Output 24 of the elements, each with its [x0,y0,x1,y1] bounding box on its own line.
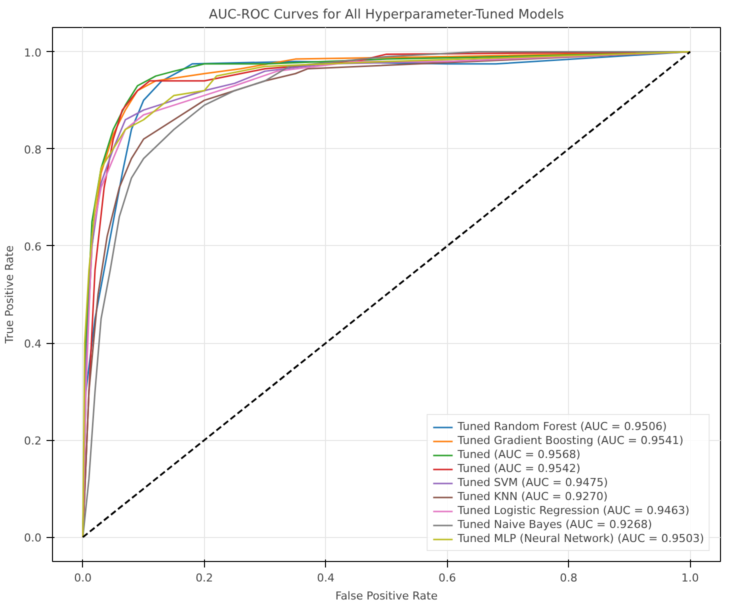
chart-title: AUC-ROC Curves for All Hyperparameter-Tuned Models [208,8,564,22]
x-tick-label: 0.2 [196,572,214,584]
x-tick-label: 0.8 [560,572,578,584]
legend-label: Tuned (AUC = 0.9542) [458,462,580,475]
legend-label: Tuned SVM (AUC = 0.9475) [458,476,608,489]
x-tick-label: 1.0 [681,572,699,584]
y-tick-label: 0.2 [24,434,42,448]
legend-label: Tuned Gradient Boosting (AUC = 0.9541) [458,434,684,447]
legend-label: Tuned KNN (AUC = 0.9270) [458,490,608,503]
legend-label: Tuned Naive Bayes (AUC = 0.9268) [458,518,652,531]
x-tick-label: 0.6 [438,572,456,584]
y-tick-label: 0.4 [24,338,42,351]
x-axis-title: False Positive Rate [335,590,438,602]
legend-label: Tuned Logistic Regression (AUC = 0.9463) [458,504,690,517]
legend-label: Tuned MLP (Neural Network) (AUC = 0.9503) [458,532,704,545]
y-tick-label: 0.8 [24,143,42,156]
x-tick-label: 0.0 [74,572,92,584]
y-tick-label: 0.0 [24,532,42,545]
x-tick-label: 0.4 [317,572,335,584]
y-axis-title: True Positive Rate [3,245,16,344]
y-tick-label: 1.0 [24,46,42,60]
y-tick-label: 0.6 [24,240,42,254]
legend-label: Tuned (AUC = 0.9568) [458,448,580,461]
legend-label: Tuned Random Forest (AUC = 0.9506) [458,420,667,433]
